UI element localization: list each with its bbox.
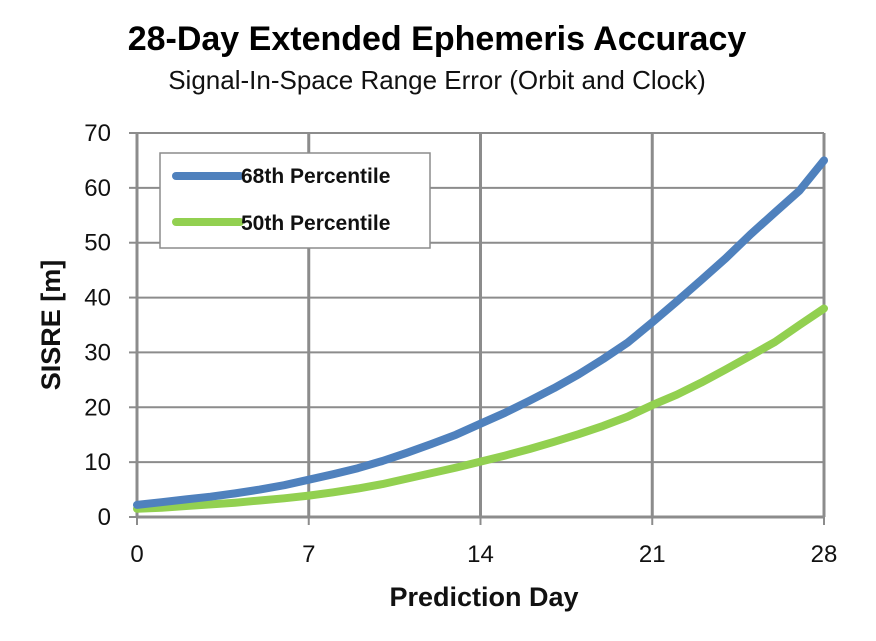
series-lines (133, 156, 828, 513)
y-tick-label-30: 30 (84, 339, 111, 366)
chart-title: 28-Day Extended Ephemeris Accuracy (128, 20, 747, 58)
chart-subtitle: Signal-In-Space Range Error (Orbit and C… (168, 65, 706, 95)
axes (129, 132, 825, 525)
legend-box (159, 152, 431, 249)
y-tick-label-40: 40 (84, 285, 111, 312)
y-tick-label-70: 70 (84, 120, 111, 147)
x-tick-label-7: 7 (302, 541, 315, 568)
y-tick-label-60: 60 (84, 175, 111, 202)
y-tick-label-0: 0 (98, 504, 111, 531)
y-tick-label-10: 10 (84, 449, 111, 476)
legend-label-50th: 50th Percentile (241, 212, 390, 235)
x-tick-label-0: 0 (130, 541, 143, 568)
y-tick-label-20: 20 (84, 394, 111, 421)
x-tick-label-28: 28 (811, 541, 838, 568)
y-axis-label: SISRE [m] (36, 260, 66, 391)
x-tick-label-21: 21 (639, 541, 666, 568)
x-tick-labels: 0 7 14 21 28 (130, 541, 837, 568)
legend-label-68th: 68th Percentile (241, 165, 390, 188)
y-tick-label-50: 50 (84, 230, 111, 257)
series-line-68th-percentile (133, 156, 828, 509)
y-tick-labels: 0 10 20 30 40 50 60 70 (84, 120, 111, 531)
x-tick-label-14: 14 (467, 541, 494, 568)
legend: 68th Percentile 50th Percentile (159, 152, 431, 249)
x-axis-label: Prediction Day (389, 582, 578, 612)
series-line-50th-percentile (133, 304, 828, 513)
